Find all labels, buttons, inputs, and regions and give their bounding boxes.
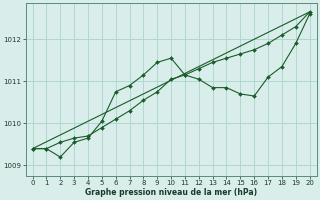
X-axis label: Graphe pression niveau de la mer (hPa): Graphe pression niveau de la mer (hPa) — [85, 188, 257, 197]
